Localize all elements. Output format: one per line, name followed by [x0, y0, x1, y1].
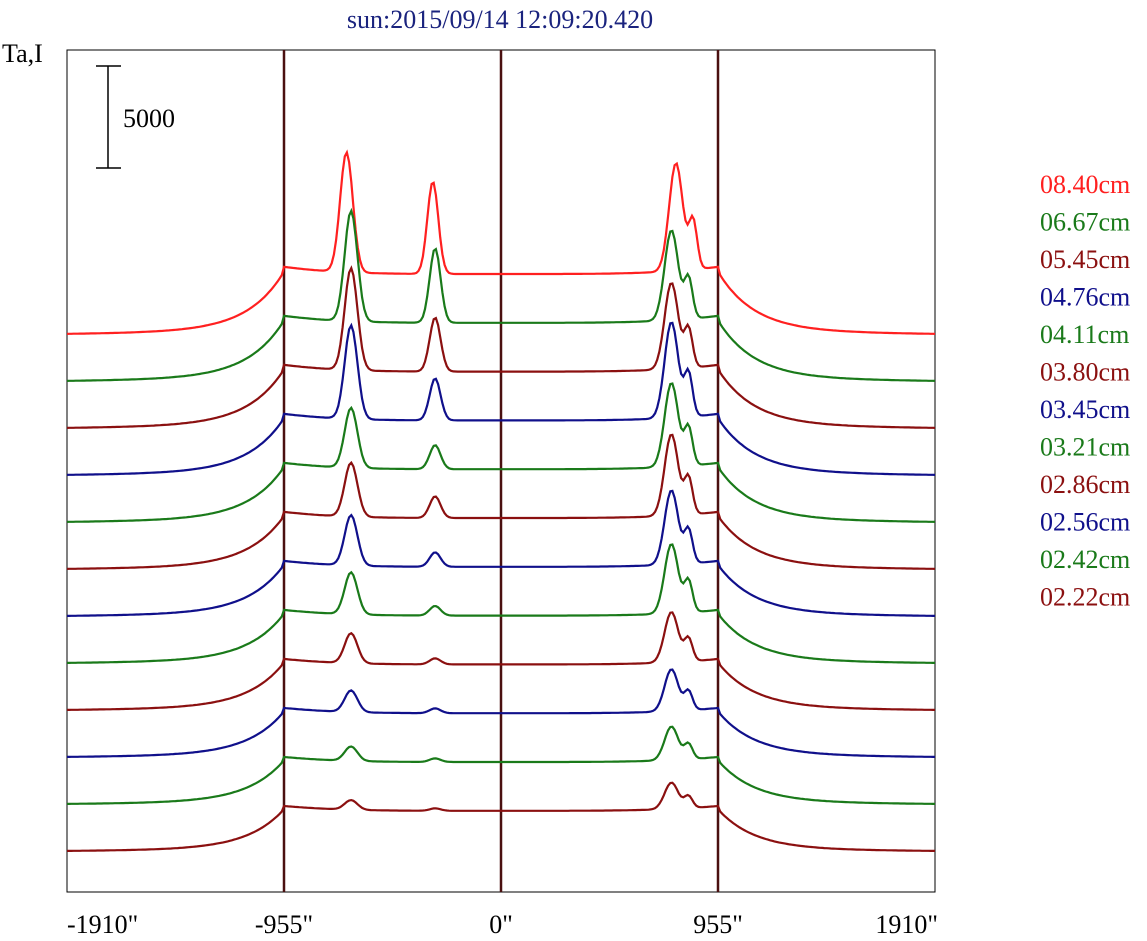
legend-entry: 03.80cm: [1040, 358, 1130, 387]
series-group: [66, 149, 936, 853]
legend-entry: 02.56cm: [1040, 508, 1130, 537]
series-line-04.76cm: [66, 321, 936, 476]
x-tick-label: 955": [693, 910, 743, 939]
legend-entry: 04.11cm: [1040, 320, 1129, 349]
legend-entry: 08.40cm: [1040, 170, 1130, 199]
series-line-04.11cm: [66, 382, 936, 523]
series-line-08.40cm: [66, 149, 936, 335]
legend-entry: 03.45cm: [1040, 395, 1130, 424]
series-line-02.22cm: [67, 781, 935, 853]
y-axis-label: Ta,I: [2, 39, 43, 68]
legend-entry: 06.67cm: [1040, 208, 1130, 237]
legend: 08.40cm 06.67cm 05.45cm 04.76cm 04.11cm 03.80…: [1040, 170, 1130, 612]
legend-entry: 02.86cm: [1040, 470, 1130, 499]
series-line-02.56cm: [67, 668, 935, 759]
series-line-02.86cm: [67, 611, 935, 712]
legend-entry: 02.22cm: [1040, 583, 1130, 612]
scale-bar: 5000: [96, 65, 175, 169]
x-tick-label: 0": [489, 910, 513, 939]
legend-entry: 03.21cm: [1040, 433, 1130, 462]
chart-title: sun:2015/09/14 12:09:20.420: [347, 5, 653, 34]
series-line-03.21cm: [67, 543, 935, 665]
x-tick-label: 1910": [875, 910, 938, 939]
legend-entry: 04.76cm: [1040, 283, 1130, 312]
x-tick-label: -955": [255, 910, 313, 939]
series-line-02.42cm: [67, 725, 935, 806]
x-tick-labels: -1910" -955" 0" 955" 1910": [67, 910, 938, 939]
legend-entry: 02.42cm: [1040, 545, 1130, 574]
vertical-markers: [282, 50, 720, 892]
x-tick-label: -1910": [67, 910, 138, 939]
series-line-03.45cm: [67, 489, 935, 618]
scale-bar-label: 5000: [123, 104, 175, 133]
legend-entry: 05.45cm: [1040, 245, 1130, 274]
series-line-05.45cm: [66, 265, 936, 429]
series-line-03.80cm: [66, 433, 936, 570]
series-line-06.67cm: [66, 207, 936, 382]
